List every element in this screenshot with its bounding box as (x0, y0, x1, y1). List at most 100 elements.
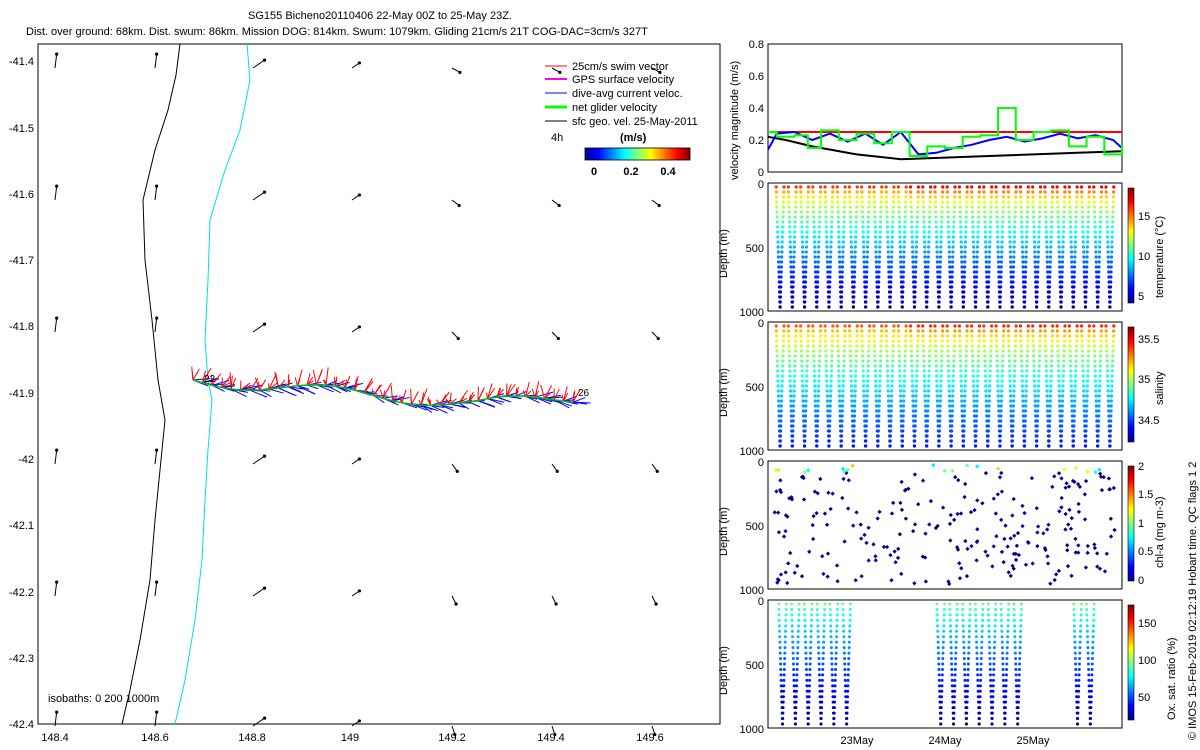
oxygen-point (992, 657, 996, 661)
chla-point (1052, 577, 1057, 583)
profile-point (866, 369, 870, 373)
profile-point (1062, 354, 1066, 358)
oxygen-point (975, 667, 979, 671)
chla-point (801, 497, 807, 502)
profile-point (921, 344, 926, 348)
profile-point (874, 399, 878, 403)
oxygen-point (1079, 613, 1083, 617)
chla-point (889, 578, 894, 583)
profile-point (1057, 240, 1061, 244)
profile-point (849, 225, 853, 229)
profile-point (866, 364, 870, 368)
profile-point (849, 374, 853, 378)
chla-point (996, 466, 1001, 471)
profile-point (813, 250, 817, 254)
chla-colorbar (1127, 465, 1135, 582)
profile-point (984, 260, 988, 264)
profile-point (923, 399, 927, 403)
profile-point (847, 324, 852, 328)
profile-point (827, 305, 831, 309)
profile-point (792, 384, 796, 388)
profile-point (780, 389, 784, 393)
oxygen-point (953, 673, 957, 677)
profile-point (910, 364, 914, 368)
profile-point (852, 270, 857, 274)
profile-point (987, 394, 991, 398)
oxygen-point (793, 722, 797, 726)
profile-point (801, 270, 805, 274)
profile-point (828, 260, 833, 264)
profile-point (913, 434, 917, 438)
profile-point (876, 424, 881, 428)
profile-point (953, 185, 957, 189)
profile-point (1051, 324, 1055, 328)
profile-point (776, 250, 780, 254)
profile-point (1093, 235, 1097, 239)
profile-point (971, 225, 975, 229)
chla-point (778, 478, 783, 483)
profile-point (855, 344, 859, 348)
profile-point (897, 215, 901, 219)
profile-point (1093, 225, 1097, 229)
profile-point (983, 220, 987, 224)
oxygen-point (1013, 624, 1017, 628)
profile-point (947, 384, 951, 388)
geo-arrow-head (55, 580, 59, 584)
profile-point (1098, 225, 1102, 229)
profile-point (1001, 359, 1005, 363)
profile-point (985, 409, 989, 413)
profile-point (971, 354, 975, 358)
profile-point (958, 344, 962, 348)
profile-point (949, 295, 954, 299)
profile-point (1075, 195, 1079, 199)
oxygen-point (841, 618, 845, 622)
profile-point (1073, 250, 1077, 254)
profile-point (972, 389, 976, 393)
profile-point (1001, 349, 1005, 353)
profile-point (787, 220, 792, 224)
profile-point (1006, 329, 1011, 333)
profile-point (804, 384, 809, 388)
velocity-y-tick: 0.6 (749, 71, 764, 83)
profile-point (1092, 344, 1097, 348)
profile-point (874, 245, 878, 249)
map-y-tick-label: -41.9 (9, 388, 34, 400)
chla-point (789, 495, 794, 500)
profile-point (1037, 240, 1041, 244)
oxygen-point (939, 706, 943, 710)
oxygen-point (937, 667, 941, 671)
chla-point (1098, 474, 1104, 479)
profile-point (1070, 265, 1074, 269)
profile-point (827, 290, 832, 294)
profile-point (879, 195, 884, 199)
swim-vector (268, 375, 277, 390)
oxygen-point (794, 695, 798, 699)
oxygen-point (1017, 695, 1021, 699)
swim-vector (563, 386, 568, 402)
profile-point (1036, 409, 1040, 413)
oxygen-point (1076, 711, 1080, 715)
chla-point (828, 506, 833, 512)
profile-point (867, 190, 871, 194)
profile-point (1061, 384, 1065, 388)
oxygen-point (963, 684, 967, 688)
profile-point (847, 185, 852, 189)
profile-point (874, 250, 878, 254)
profile-point (1057, 250, 1061, 254)
profile-point (855, 190, 859, 194)
oxygen-point (847, 640, 851, 644)
profile-point (806, 334, 810, 338)
profile-point (1056, 230, 1061, 234)
profile-point (1055, 334, 1060, 338)
profile-point (862, 409, 867, 413)
chla-point (947, 521, 953, 526)
profile-point (927, 369, 931, 373)
profile-point (913, 429, 917, 433)
profile-point (1061, 379, 1065, 383)
profile-point (791, 295, 795, 299)
profile-point (1110, 245, 1114, 249)
profile-point (925, 280, 930, 284)
profile-point (1032, 220, 1036, 224)
profile-point (952, 200, 957, 204)
swim-vector (468, 394, 476, 403)
